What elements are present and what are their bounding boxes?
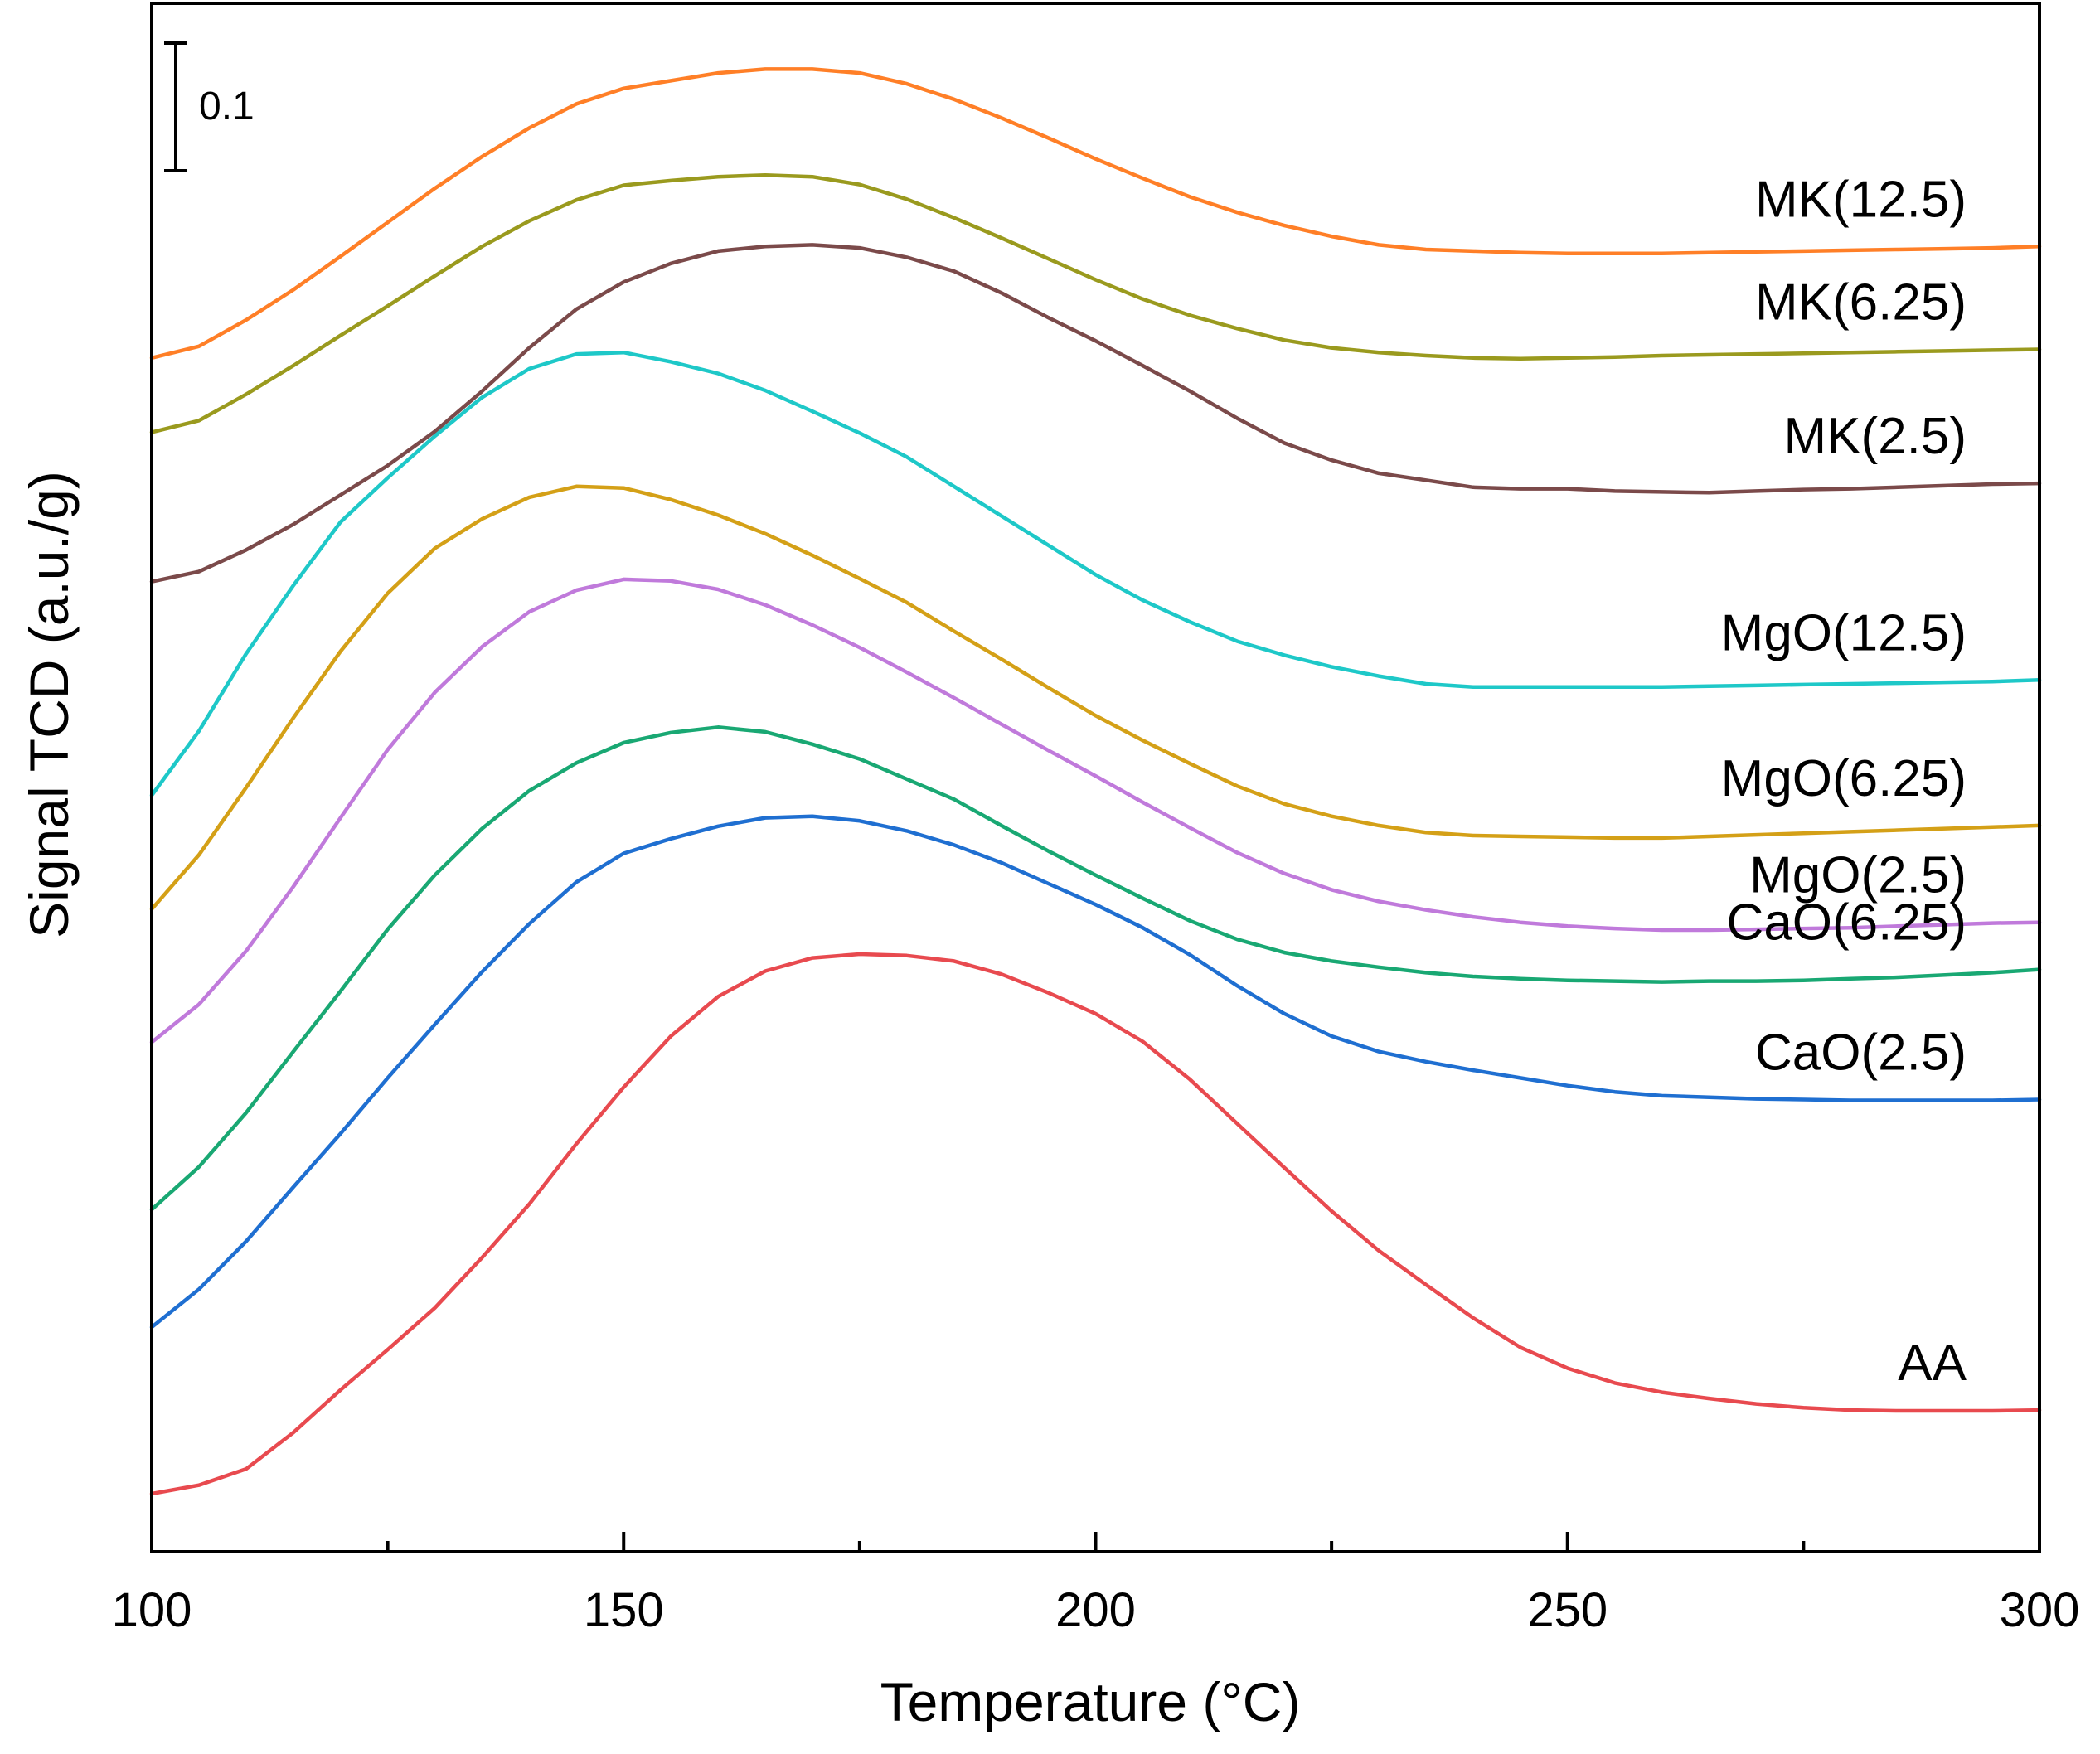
x-ticks [150,1532,2041,1552]
x-tick-labels: 100 150 200 250 300 [112,1583,2080,1637]
x-tick-label: 200 [1055,1583,1136,1637]
series-line-mgo-12-5 [149,350,2042,797]
series-line-mk-6-25 [149,173,2042,434]
x-tick-label: 250 [1527,1583,1608,1637]
y-axis-title: Signal TCD (a.u./g) [18,471,80,938]
series-labels: MK(12.5) MK(6.25) MK(2.5) MgO(12.5) MgO(6.25… [1721,171,1967,1392]
series-label-mgo-12-5: MgO(12.5) [1721,604,1967,661]
scale-bar-label: 0.1 [199,85,255,128]
series-label-cao-6-25: CaO(6.25) [1727,894,1967,952]
x-tick-label: 100 [112,1583,192,1637]
series-line-mgo-2-5 [149,577,2042,1044]
series-label-mk-12-5: MK(12.5) [1755,171,1967,228]
series-label-mgo-2-5: MgO(2.5) [1749,847,1967,904]
series-label-mk-6-25: MK(6.25) [1755,274,1967,332]
series-line-mk-2-5 [149,243,2042,584]
series-line-mk-12-5 [149,67,2042,361]
series-label-mgo-6-25: MgO(6.25) [1721,750,1967,807]
series-label-mk-2-5: MK(2.5) [1784,408,1967,465]
scale-bar: 0.1 [164,41,255,172]
series-layer [149,67,2042,1496]
series-label-aa: AA [1898,1335,1967,1392]
series-line-mgo-6-25 [149,484,2042,912]
series-line-cao-2-5 [149,814,2042,1330]
series-line-cao-6-25 [149,725,2042,1212]
series-label-cao-2-5: CaO(2.5) [1755,1025,1967,1082]
x-axis-title: Temperature (°C) [880,1671,1301,1732]
x-tick-label: 150 [584,1583,664,1637]
x-tick-label: 300 [2000,1583,2080,1637]
series-line-aa [149,952,2042,1496]
